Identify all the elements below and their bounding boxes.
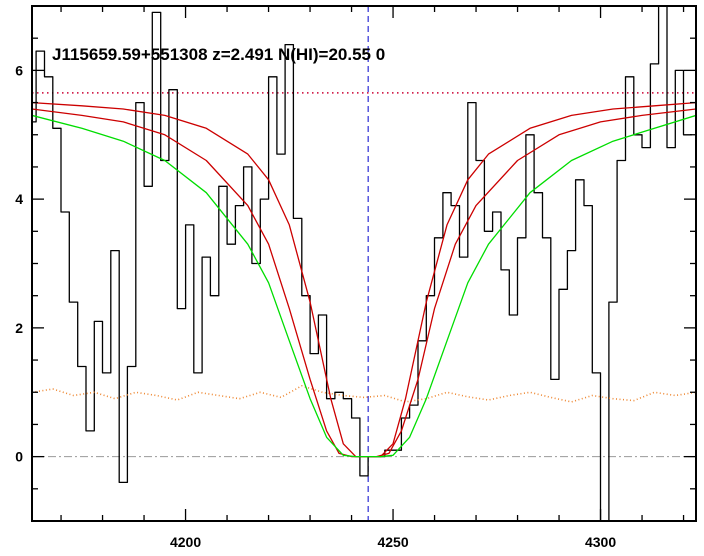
error-series — [32, 385, 696, 403]
model-upper-series — [32, 101, 696, 458]
chart-title: J115659.59+551308 z=2.491 N(HI)=20.55 0 — [52, 45, 385, 64]
y-tick-label: 0 — [15, 449, 23, 465]
plot-frame — [31, 5, 697, 522]
x-tick-label: 4250 — [377, 534, 408, 550]
flux-step-series — [32, 6, 692, 521]
x-tick-label: 4300 — [585, 534, 616, 550]
model-lower-series — [32, 108, 696, 458]
y-tick-label: 2 — [15, 320, 23, 336]
model-fit-series — [32, 114, 696, 458]
y-tick-label: 4 — [15, 191, 23, 207]
plot-area: 4200 4250 4300 0 2 4 6 — [15, 5, 697, 550]
x-tick-label: 4200 — [170, 534, 201, 550]
y-tick-label: 6 — [15, 62, 23, 78]
